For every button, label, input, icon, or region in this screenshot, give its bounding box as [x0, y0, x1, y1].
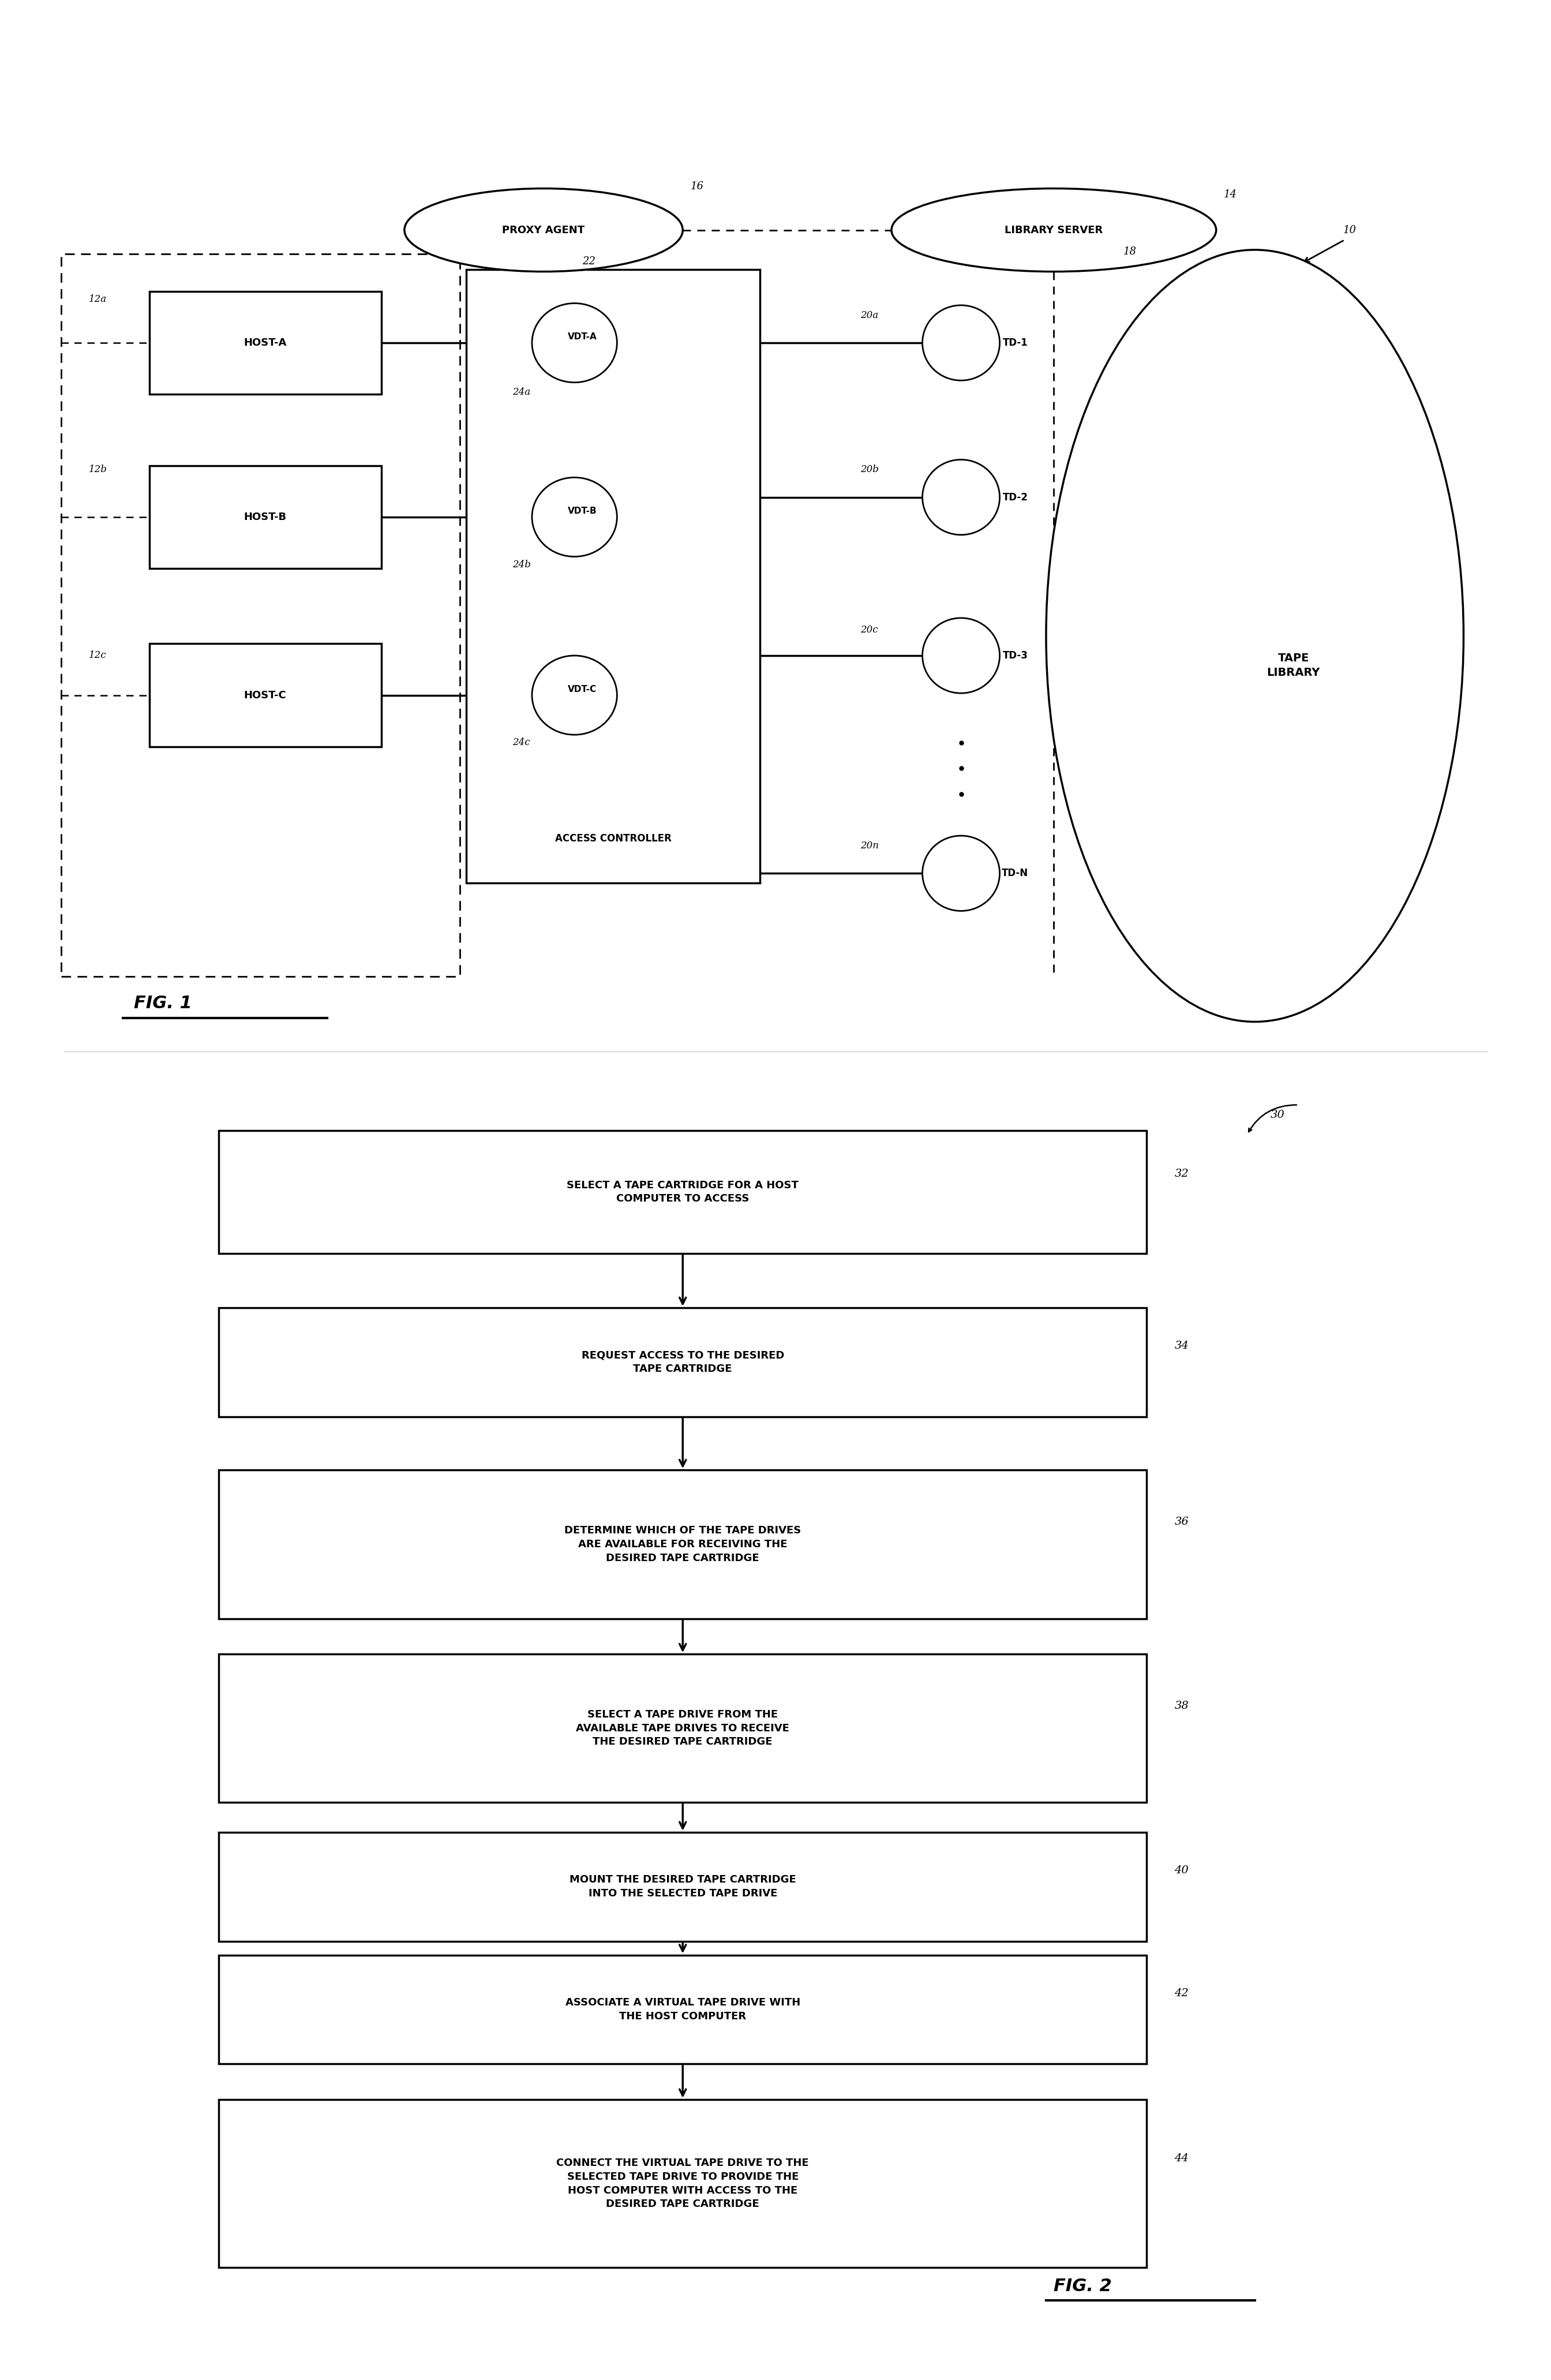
Text: 20a: 20a	[861, 309, 878, 319]
Ellipse shape	[923, 305, 1000, 381]
FancyBboxPatch shape	[219, 1654, 1146, 1802]
Ellipse shape	[532, 478, 617, 557]
Ellipse shape	[532, 655, 617, 735]
Text: 22: 22	[582, 257, 596, 267]
FancyBboxPatch shape	[149, 466, 382, 569]
Text: VDT-A: VDT-A	[568, 333, 597, 340]
Text: TD-1: TD-1	[1002, 338, 1028, 347]
Text: 10: 10	[1343, 224, 1356, 236]
FancyBboxPatch shape	[467, 269, 760, 883]
Text: TAPE
LIBRARY: TAPE LIBRARY	[1267, 652, 1320, 678]
FancyBboxPatch shape	[219, 1130, 1146, 1254]
Text: 20b: 20b	[861, 464, 879, 474]
Text: 24a: 24a	[513, 388, 530, 397]
Text: TD-3: TD-3	[1002, 650, 1028, 662]
Text: ACCESS CONTROLLER: ACCESS CONTROLLER	[555, 833, 672, 843]
Text: 12b: 12b	[88, 464, 107, 474]
Text: LIBRARY SERVER: LIBRARY SERVER	[1005, 224, 1103, 236]
Text: CONNECT THE VIRTUAL TAPE DRIVE TO THE
SELECTED TAPE DRIVE TO PROVIDE THE
HOST CO: CONNECT THE VIRTUAL TAPE DRIVE TO THE SE…	[557, 2159, 810, 2209]
Text: 14: 14	[1224, 188, 1238, 200]
Text: HOST-C: HOST-C	[244, 690, 287, 700]
Bar	[60, 255, 461, 976]
FancyBboxPatch shape	[149, 643, 382, 747]
Text: 24b: 24b	[513, 559, 530, 569]
Text: 34: 34	[1174, 1340, 1188, 1352]
Ellipse shape	[892, 188, 1216, 271]
Text: 12c: 12c	[88, 650, 107, 662]
Text: VDT-B: VDT-B	[568, 507, 597, 516]
Ellipse shape	[923, 835, 1000, 912]
Text: FIG. 1: FIG. 1	[133, 995, 192, 1011]
Ellipse shape	[405, 188, 682, 271]
Text: 16: 16	[690, 181, 704, 193]
Text: 38: 38	[1174, 1702, 1188, 1711]
Text: REQUEST ACCESS TO THE DESIRED
TAPE CARTRIDGE: REQUEST ACCESS TO THE DESIRED TAPE CARTR…	[582, 1349, 785, 1373]
Text: SELECT A TAPE CARTRIDGE FOR A HOST
COMPUTER TO ACCESS: SELECT A TAPE CARTRIDGE FOR A HOST COMPU…	[566, 1180, 799, 1204]
FancyBboxPatch shape	[219, 1307, 1146, 1416]
Text: 32: 32	[1174, 1169, 1188, 1178]
Text: DETERMINE WHICH OF THE TAPE DRIVES
ARE AVAILABLE FOR RECEIVING THE
DESIRED TAPE : DETERMINE WHICH OF THE TAPE DRIVES ARE A…	[565, 1526, 800, 1564]
Text: 44: 44	[1174, 2154, 1188, 2163]
FancyBboxPatch shape	[219, 1954, 1146, 2063]
FancyBboxPatch shape	[149, 290, 382, 395]
Text: 12a: 12a	[88, 295, 107, 305]
Ellipse shape	[1045, 250, 1464, 1021]
Ellipse shape	[923, 459, 1000, 536]
Ellipse shape	[532, 302, 617, 383]
Text: HOST-B: HOST-B	[244, 512, 287, 521]
Text: 40: 40	[1174, 1866, 1188, 1875]
Text: 36: 36	[1174, 1516, 1188, 1528]
Text: 42: 42	[1174, 1987, 1188, 1999]
Text: ASSOCIATE A VIRTUAL TAPE DRIVE WITH
THE HOST COMPUTER: ASSOCIATE A VIRTUAL TAPE DRIVE WITH THE …	[565, 1997, 800, 2021]
Text: MOUNT THE DESIRED TAPE CARTRIDGE
INTO THE SELECTED TAPE DRIVE: MOUNT THE DESIRED TAPE CARTRIDGE INTO TH…	[569, 1875, 796, 1899]
Text: 20n: 20n	[861, 840, 879, 850]
Text: 20c: 20c	[861, 626, 878, 635]
Text: TD-2: TD-2	[1002, 493, 1028, 502]
Text: HOST-A: HOST-A	[244, 338, 287, 347]
FancyBboxPatch shape	[219, 1471, 1146, 1618]
Text: 18: 18	[1123, 248, 1137, 257]
Ellipse shape	[923, 619, 1000, 693]
Text: PROXY AGENT: PROXY AGENT	[503, 224, 585, 236]
FancyBboxPatch shape	[219, 2099, 1146, 2268]
Text: 30: 30	[1270, 1109, 1284, 1121]
Text: TD-N: TD-N	[1002, 869, 1028, 878]
Text: 24c: 24c	[513, 738, 530, 747]
Text: SELECT A TAPE DRIVE FROM THE
AVAILABLE TAPE DRIVES TO RECEIVE
THE DESIRED TAPE C: SELECT A TAPE DRIVE FROM THE AVAILABLE T…	[575, 1709, 789, 1747]
FancyBboxPatch shape	[219, 1833, 1146, 1942]
Text: FIG. 2: FIG. 2	[1053, 2278, 1112, 2294]
Text: VDT-C: VDT-C	[568, 685, 597, 693]
